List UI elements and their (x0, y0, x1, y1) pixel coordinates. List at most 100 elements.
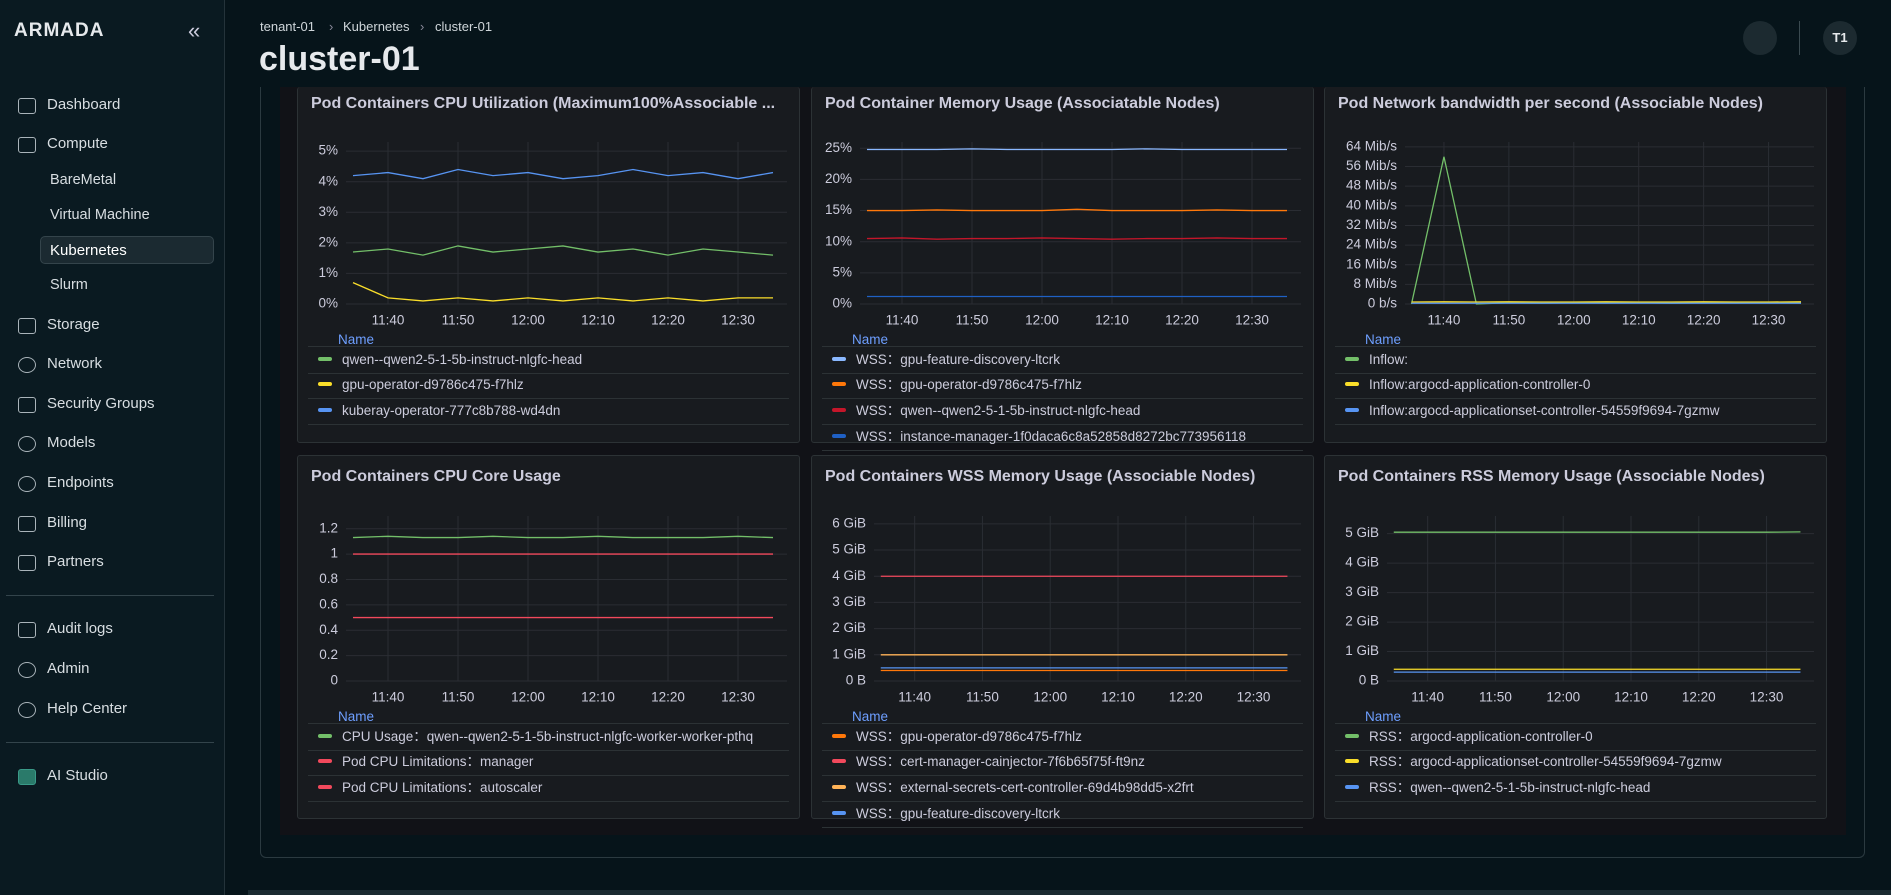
nav-item[interactable]: Billing (47, 514, 88, 531)
notifications[interactable] (1743, 21, 1777, 55)
y-tick-label: 1% (318, 265, 338, 280)
nav-item[interactable]: Compute (47, 135, 108, 152)
x-tick-label: 12:00 (1546, 690, 1580, 705)
nav-item[interactable]: Admin (47, 660, 90, 677)
legend-label: RSS：argocd-application-controller-0 (1369, 729, 1593, 744)
x-tick-label: 11:40 (372, 690, 405, 705)
nav-item[interactable]: Security Groups (47, 395, 155, 412)
nav-item[interactable]: AI Studio (47, 767, 108, 784)
x-tick-label: 11:50 (966, 690, 999, 705)
nav-item[interactable]: BareMetal (50, 172, 117, 188)
series-line (352, 282, 773, 302)
panel-title: Pod Containers CPU Utilization (Maximum1… (311, 95, 776, 112)
series-line (352, 245, 774, 256)
y-tick-label: 3 GiB (1345, 584, 1379, 599)
legend-label: WSS：instance-manager-1f0daca6c8a52858d82… (856, 429, 1247, 444)
nav-item[interactable]: Audit logs (47, 620, 113, 637)
legend-label: Inflow:argocd-application-controller-0 (1369, 377, 1591, 392)
x-tick-label: 11:50 (956, 313, 989, 328)
legend-label: WSS：gpu-operator-d9786c475-f7hlz (856, 729, 1082, 744)
y-tick-label: 10% (825, 233, 852, 248)
y-tick-label: 5% (832, 264, 852, 279)
y-tick-label: 2 GiB (1345, 614, 1379, 629)
panel: Pod Containers CPU Utilization (Maximum1… (297, 87, 800, 443)
legend-item: Inflow: (1335, 346, 1816, 374)
x-tick-label: 12:00 (1557, 313, 1591, 328)
legend-item: RSS：argocd-application-controller-0 (1335, 723, 1816, 751)
legend-item: gpu-operator-d9786c475-f7hlz (308, 372, 789, 399)
legend-label: CPU Usage：qwen--qwen2-5-1-5b-instruct-nl… (342, 729, 754, 744)
x-tick-label: 11:50 (442, 313, 475, 328)
x-tick-label: 12:00 (1025, 313, 1059, 328)
y-tick-label: 0 (330, 673, 338, 688)
y-tick-label: 0.2 (319, 647, 338, 662)
nav-item[interactable]: Storage (47, 316, 100, 333)
panel-title: Pod Containers CPU Core Usage (311, 468, 561, 485)
legend-label: Pod CPU Limitations：manager (342, 754, 534, 769)
nav-item[interactable]: Network (47, 355, 103, 372)
legend-item: CPU Usage：qwen--qwen2-5-1-5b-instruct-nl… (308, 723, 789, 751)
series-line (866, 237, 1287, 240)
y-tick-label: 64 Mib/s (1346, 138, 1397, 153)
panel: Pod Containers RSS Memory Usage (Associa… (1324, 455, 1827, 819)
breadcrumb[interactable]: Kubernetes (343, 19, 410, 34)
x-tick-label: 11:50 (1479, 690, 1512, 705)
legend-swatch (318, 381, 332, 386)
legend-item: WSS：gpu-operator-d9786c475-f7hlz (822, 372, 1303, 399)
legend-label: RSS：qwen--qwen2-5-1-5b-instruct-nlgfc-he… (1369, 780, 1651, 795)
panel-title: Pod Network bandwidth per second (Associ… (1338, 95, 1763, 112)
legend-item: RSS：argocd-applicationset-controller-545… (1335, 749, 1816, 776)
y-tick-label: 0.8 (319, 571, 338, 586)
legend-item: WSS：instance-manager-1f0daca6c8a52858d82… (822, 424, 1303, 451)
y-tick-label: 5 GiB (832, 542, 866, 557)
chart: 0 B 1 GiB 2 GiB 3 GiB 4 GiB 5 GiB 11:40 11:50 12… (1345, 516, 1814, 705)
x-tick-label: 11:40 (1428, 313, 1461, 328)
legend-swatch (832, 381, 846, 386)
legend-label: gpu-operator-d9786c475-f7hlz (342, 377, 524, 392)
collapse[interactable]: « (188, 18, 201, 43)
x-tick-label: 12:10 (581, 690, 615, 705)
legend-header: Name (852, 332, 889, 347)
nav-item[interactable]: Help Center (47, 700, 128, 717)
legend-item: qwen--qwen2-5-1-5b-instruct-nlgfc-head (308, 346, 789, 374)
legend-header: Name (1365, 332, 1402, 347)
sidebar: ARMADA « Dashboard Compute BareMetal Vir… (0, 0, 225, 895)
avatar[interactable]: T1 (1823, 21, 1857, 55)
x-tick-label: 11:50 (442, 690, 475, 705)
y-tick-label: 4 GiB (832, 568, 866, 583)
legend-swatch (832, 733, 846, 738)
nav-item[interactable]: Dashboard (47, 96, 121, 113)
y-tick-label: 0 b/s (1368, 296, 1398, 311)
x-tick-label: 12:20 (1687, 313, 1721, 328)
y-tick-label: 25% (825, 140, 852, 155)
panel-title: Pod Container Memory Usage (Associatable… (825, 95, 1220, 112)
nav-item[interactable]: Partners (47, 553, 104, 570)
x-tick-label: 12:10 (1101, 690, 1135, 705)
legend-swatch (318, 356, 332, 361)
x-tick-label: 12:00 (1033, 690, 1067, 705)
x-tick-label: 11:40 (898, 690, 931, 705)
nav-item[interactable]: Virtual Machine (50, 207, 150, 223)
x-tick-label: 12:30 (721, 313, 755, 328)
breadcrumb[interactable]: tenant-01 (260, 19, 315, 34)
legend-swatch (318, 784, 332, 789)
y-tick-label: 1 GiB (1345, 643, 1379, 658)
y-tick-label: 5% (318, 143, 338, 158)
legend-item: RSS：qwen--qwen2-5-1-5b-instruct-nlgfc-he… (1335, 775, 1816, 802)
y-tick-label: 4% (318, 173, 338, 188)
y-tick-label: 1.2 (319, 520, 338, 535)
panel: Pod Containers WSS Memory Usage (Associa… (811, 455, 1314, 828)
y-tick-label: 2% (318, 234, 338, 249)
brand: ARMADA (14, 20, 105, 41)
nav-item[interactable]: Endpoints (47, 474, 114, 491)
nav-item[interactable]: Models (47, 434, 96, 451)
series-line (352, 168, 774, 180)
legend-swatch (1345, 356, 1359, 361)
x-tick-label: 12:30 (1235, 313, 1269, 328)
nav-item[interactable]: Slurm (50, 277, 88, 293)
series-line (352, 535, 774, 539)
legend-swatch (318, 407, 332, 412)
nav-item[interactable]: Kubernetes (40, 236, 214, 264)
legend-swatch (1345, 784, 1359, 789)
chart: 0 0.2 0.4 0.6 0.8 1 1.2 11:40 11:50 12:00 12:10 12:… (319, 516, 787, 705)
